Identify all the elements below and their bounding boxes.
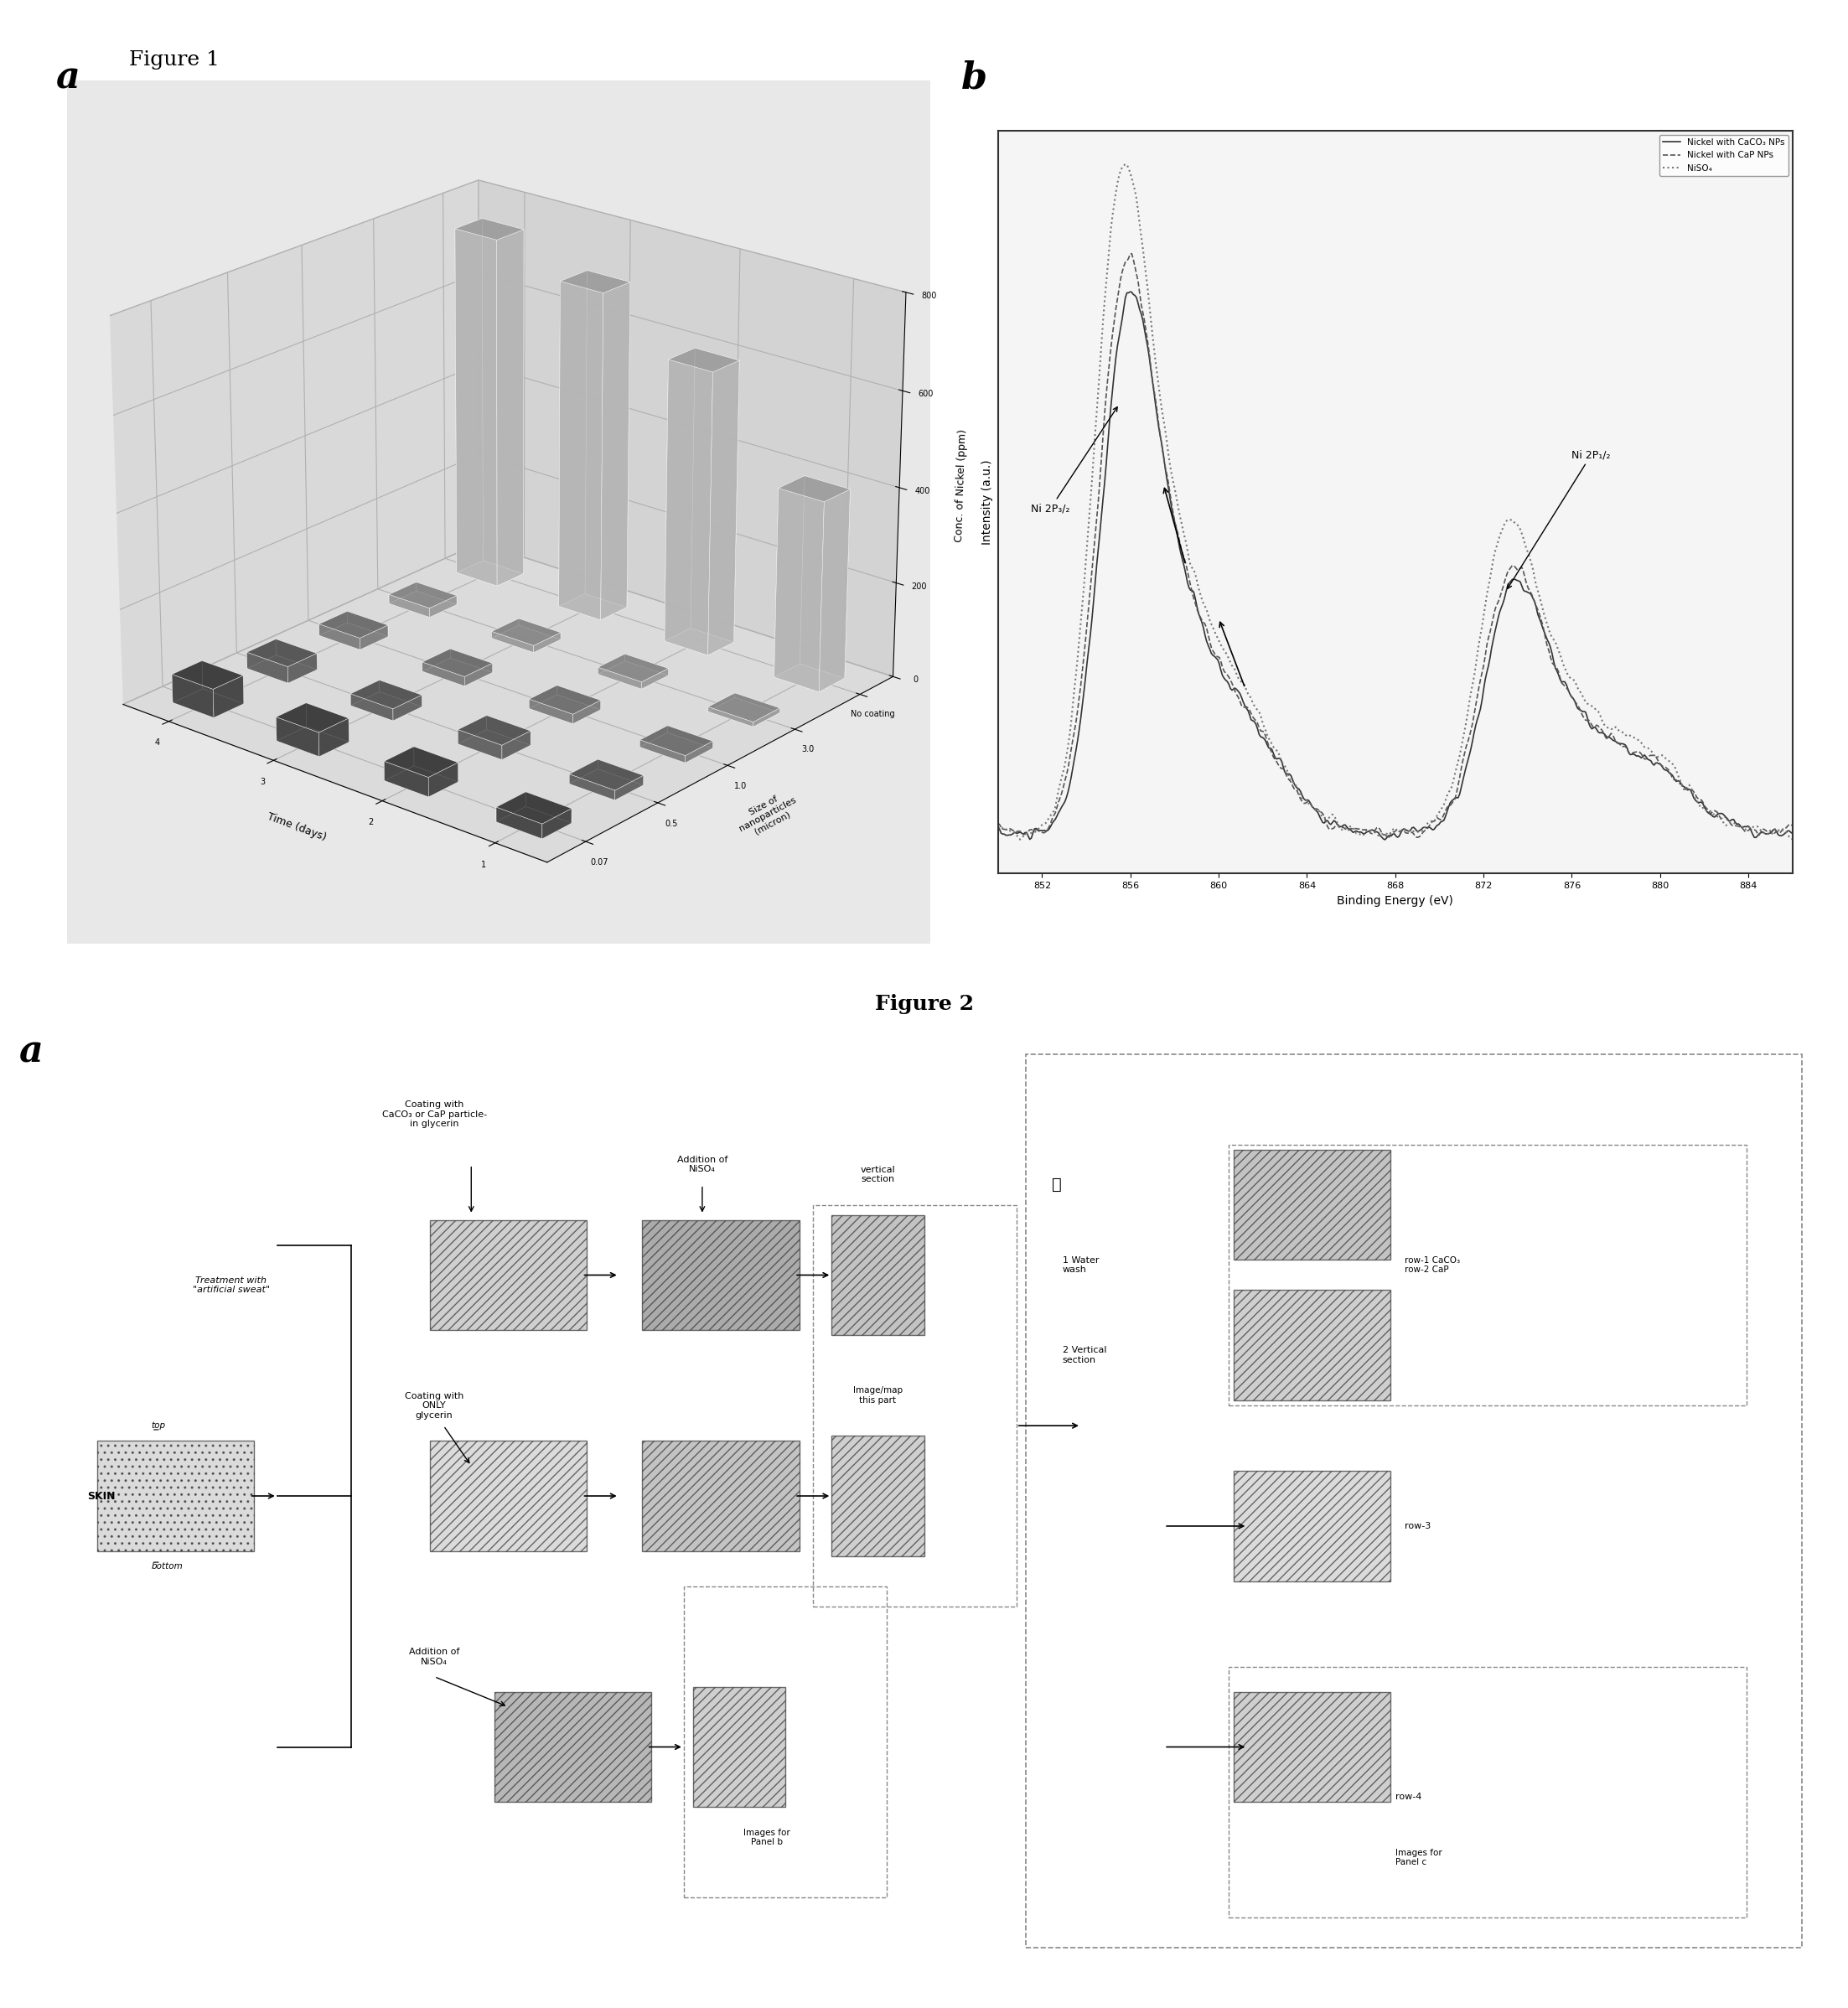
Nickel with CaCO₃ NPs [1765,819,1787,843]
Text: Coating with
CaCO₃ or CaP particle-
in glycerin: Coating with CaCO₃ or CaP particle- in g… [383,1100,486,1128]
Text: Figure 1: Figure 1 [129,50,220,70]
Text: row-4: row-4 [1395,1793,1421,1801]
Legend: Nickel with CaCO₃ NPs, Nickel with CaP NPs, NiSO₄: Nickel with CaCO₃ NPs, Nickel with CaP N… [1660,135,1789,177]
NiSO₄ [1009,827,1031,851]
Nickel with CaP NPs [1419,811,1441,835]
NiSO₄ [1368,823,1390,847]
Text: vertical
section: vertical section [861,1165,894,1185]
FancyBboxPatch shape [643,1440,800,1550]
X-axis label: Time (days): Time (days) [266,811,329,843]
Text: Addition of
NiSO₄: Addition of NiSO₄ [676,1155,728,1175]
Nickel with CaP NPs [1366,815,1388,839]
FancyBboxPatch shape [1234,1691,1390,1803]
Nickel with CaP NPs [1120,241,1142,265]
NiSO₄ [1464,665,1486,689]
Text: b: b [961,60,987,96]
Nickel with CaCO₃ NPs [1781,821,1804,845]
NiSO₄ [1781,827,1804,851]
NiSO₄ [1114,153,1137,177]
FancyBboxPatch shape [96,1440,255,1550]
NiSO₄ [1373,821,1395,845]
Nickel with CaCO₃ NPs [1120,279,1142,303]
Y-axis label: Intensity (a.u.): Intensity (a.u.) [981,460,992,544]
Text: Images for
Panel c: Images for Panel c [1395,1847,1441,1867]
NiSO₄ [1641,741,1663,765]
Text: Figure 2: Figure 2 [874,994,974,1014]
Y-axis label: Size of
nanoparticles
(micron): Size of nanoparticles (micron) [734,787,802,841]
Nickel with CaP NPs [1781,813,1804,837]
Nickel with CaCO₃ NPs [1464,721,1486,745]
Text: row-3: row-3 [1404,1522,1430,1530]
Text: a: a [55,60,79,96]
FancyBboxPatch shape [429,1219,588,1329]
Text: a: a [18,1034,43,1070]
FancyBboxPatch shape [1234,1470,1390,1582]
FancyBboxPatch shape [1234,1289,1390,1402]
FancyBboxPatch shape [495,1691,652,1803]
Text: SKIN: SKIN [87,1490,116,1502]
Text: Addition of
NiSO₄: Addition of NiSO₄ [408,1647,460,1667]
Text: row-1 CaCO₃
row-2 CaP: row-1 CaCO₃ row-2 CaP [1404,1255,1460,1275]
Nickel with CaCO₃ NPs [987,813,1009,837]
Line: NiSO₄: NiSO₄ [998,165,1793,839]
Nickel with CaP NPs [1377,825,1399,849]
Text: Image/map
this part: Image/map this part [854,1386,902,1406]
NiSO₄ [987,815,1009,839]
Text: Treatment with
"artificial sweat": Treatment with "artificial sweat" [192,1275,270,1295]
Text: bottom: bottom [152,1562,183,1570]
Text: Ni 2P₃/₂: Ni 2P₃/₂ [1031,408,1118,514]
X-axis label: Binding Energy (eV): Binding Energy (eV) [1338,896,1453,906]
Text: 1 Water
wash: 1 Water wash [1063,1255,1100,1275]
Text: 2 Vertical
section: 2 Vertical section [1063,1345,1107,1365]
Nickel with CaP NPs [1464,703,1486,727]
FancyBboxPatch shape [693,1687,785,1807]
Text: Coating with
ONLY
glycerin: Coating with ONLY glycerin [405,1392,464,1420]
NiSO₄ [1419,809,1441,833]
Nickel with CaCO₃ NPs [1373,827,1395,851]
Nickel with CaCO₃ NPs [1366,819,1388,843]
Text: Ni 2P₁/₂: Ni 2P₁/₂ [1508,450,1611,588]
Line: Nickel with CaCO₃ NPs: Nickel with CaCO₃ NPs [998,291,1793,839]
Nickel with CaP NPs [1641,743,1663,767]
FancyBboxPatch shape [832,1215,924,1335]
NiSO₄ [1765,817,1787,841]
Nickel with CaP NPs [1765,819,1787,843]
FancyBboxPatch shape [643,1219,800,1329]
Text: top: top [152,1422,166,1430]
Line: Nickel with CaP NPs: Nickel with CaP NPs [998,253,1793,837]
Nickel with CaCO₃ NPs [1371,825,1393,849]
FancyBboxPatch shape [429,1440,588,1550]
Nickel with CaP NPs [987,811,1009,835]
Nickel with CaCO₃ NPs [1419,817,1441,841]
Nickel with CaCO₃ NPs [1641,751,1663,775]
FancyBboxPatch shape [1234,1149,1390,1261]
Text: Images for
Panel b: Images for Panel b [743,1827,791,1847]
FancyBboxPatch shape [832,1436,924,1556]
Text: 🚿: 🚿 [1052,1177,1063,1193]
Nickel with CaP NPs [1371,821,1393,845]
